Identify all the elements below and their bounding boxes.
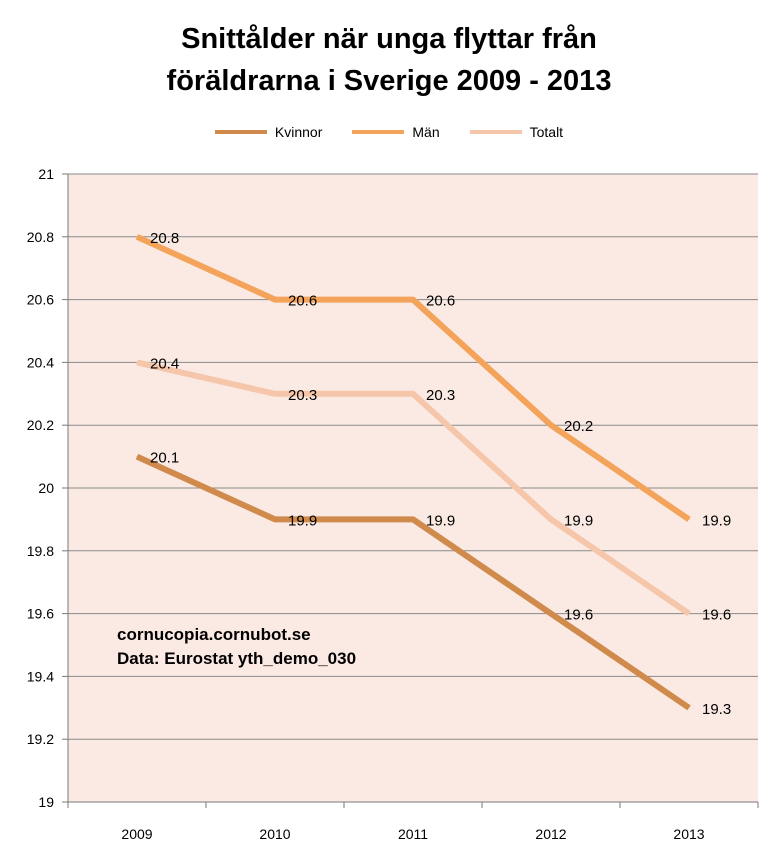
data-point	[412, 518, 414, 520]
y-tick-label: 20	[38, 480, 54, 496]
annotation-2: Data: Eurostat yth_demo_030	[117, 649, 356, 668]
data-label: 19.9	[288, 512, 317, 529]
data-point	[136, 236, 138, 238]
legend-item-man: Män	[352, 124, 440, 140]
data-label: 20.6	[288, 293, 317, 310]
y-tick-label: 19.6	[27, 606, 54, 622]
data-point	[688, 518, 690, 520]
y-tick-label: 20.2	[27, 417, 54, 433]
x-tick-label: 2010	[259, 826, 290, 842]
legend-item-kvinnor: Kvinnor	[214, 124, 323, 140]
chart-title: Snittålder när unga flyttar från föräldr…	[0, 18, 778, 102]
data-point	[412, 393, 414, 395]
data-point	[550, 424, 552, 426]
data-label: 20.4	[150, 355, 179, 372]
data-point	[274, 518, 276, 520]
data-label: 19.9	[426, 512, 455, 529]
chart-title-line-1: Snittålder när unga flyttar från	[181, 23, 597, 55]
y-tick-label: 19.2	[27, 731, 54, 747]
data-label: 19.9	[564, 512, 593, 529]
legend-item-totalt: Totalt	[469, 124, 564, 140]
data-point	[412, 299, 414, 301]
annotation-1: cornucopia.cornubot.se	[117, 625, 311, 644]
legend: Kvinnor Män Totalt	[0, 124, 778, 140]
x-tick-label: 2011	[398, 826, 428, 842]
x-tick-label: 2012	[535, 826, 566, 842]
legend-label-kvinnor: Kvinnor	[274, 124, 323, 140]
legend-label-totalt: Totalt	[529, 124, 564, 140]
x-tick-label: 2013	[673, 826, 704, 842]
data-label: 20.6	[426, 293, 455, 310]
data-label: 20.1	[150, 450, 179, 467]
data-point	[688, 707, 690, 709]
legend-swatch-totalt	[469, 130, 522, 134]
y-tick-label: 20.8	[27, 229, 54, 245]
data-label: 19.9	[702, 512, 731, 529]
x-tick-label: 2009	[121, 826, 152, 842]
data-point	[136, 456, 138, 458]
y-tick-label: 19.4	[27, 668, 54, 684]
data-point	[136, 361, 138, 363]
data-point	[688, 613, 690, 615]
data-label: 20.3	[288, 387, 317, 404]
data-point	[274, 299, 276, 301]
y-tick-label: 20.6	[27, 292, 54, 308]
data-label: 20.8	[150, 230, 179, 247]
data-point	[550, 518, 552, 520]
y-tick-label: 19.8	[27, 543, 54, 559]
data-label: 20.3	[426, 387, 455, 404]
legend-swatch-man	[352, 130, 405, 134]
data-point	[550, 613, 552, 615]
data-label: 19.6	[702, 607, 731, 624]
data-label: 19.3	[702, 701, 731, 718]
y-tick-label: 19	[38, 794, 54, 810]
data-point	[274, 393, 276, 395]
y-tick-label: 21	[38, 166, 54, 182]
data-label: 20.2	[564, 418, 593, 435]
chart-title-line-2: föräldrarna i Sverige 2009 - 2013	[166, 65, 612, 97]
data-label: 19.6	[564, 607, 593, 624]
legend-swatch-kvinnor	[214, 130, 267, 134]
y-tick-label: 20.4	[27, 354, 54, 370]
legend-label-man: Män	[412, 124, 440, 140]
